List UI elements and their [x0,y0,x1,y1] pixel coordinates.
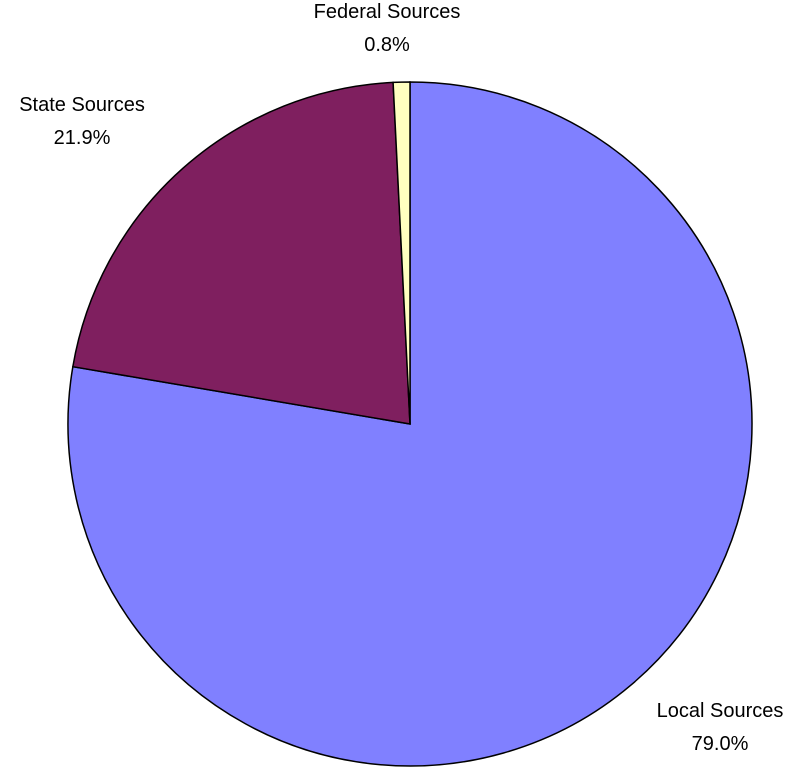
slice-percent-label-federal-sources: 0.8% [364,34,410,56]
pie-slice-state-sources [71,81,411,425]
pie-labels: Local Sources 79.0% State Sources 21.9% Fede… [19,1,783,755]
pie-slices [67,81,753,767]
pie-slice-federal-sources [392,81,411,425]
slice-name-label-federal-sources: Federal Sources [314,1,461,23]
slice-percent-label-local-sources: 79.0% [692,733,749,755]
slice-name-label-local-sources: Local Sources [657,700,784,722]
slice-percent-label-state-sources: 21.9% [54,127,111,149]
slice-name-label-state-sources: State Sources [19,94,145,116]
